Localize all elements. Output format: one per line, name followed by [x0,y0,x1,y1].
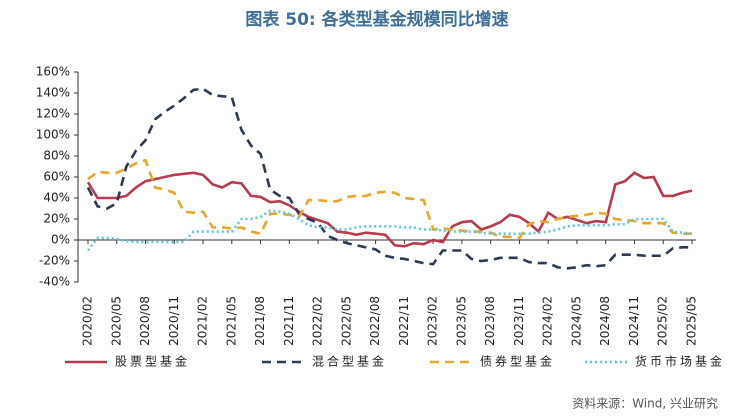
x-tick-label: 2020/08 [138,296,152,346]
x-tick-label: 2021/02 [196,296,210,346]
series-line [86,209,693,252]
series-line [87,158,692,240]
series-line [86,171,693,248]
y-tick-label: 120% [36,107,70,121]
y-tick-label: 60% [43,170,70,184]
x-tick-label: 2022/02 [311,296,325,346]
x-tick-label: 2024/08 [598,296,612,346]
series-line [86,87,692,270]
x-tick-label: 2021/11 [282,296,296,346]
x-tick-label: 2020/02 [81,296,95,346]
y-tick-label: -40% [39,275,70,289]
chart-title: 图表 50: 各类型基金规模同比增速 [245,9,508,30]
x-tick-label: 2023/11 [512,296,526,346]
source: 资料来源：Wind, 兴业研究 [572,396,718,411]
x-tick-label: 2025/02 [656,296,670,346]
x-tick-label: 2022/05 [339,296,353,346]
y-tick-label: 20% [43,212,70,226]
x-tick-label: 2024/05 [569,296,583,346]
x-tick-label: 2020/05 [109,296,123,346]
x-tick-label: 2021/05 [224,296,238,346]
y-tick-label: -20% [39,254,70,268]
x-tick-label: 2020/11 [167,296,181,346]
y-tick-label: 80% [43,149,70,163]
x-tick-label: 2024/02 [541,296,555,346]
x-tick-label: 2023/02 [426,296,440,346]
y-tick-label: 140% [36,86,70,100]
legend-label: 混合型基金 [312,354,387,369]
legend-label: 债券型基金 [480,354,555,369]
x-tick-label: 2022/11 [397,296,411,346]
y-tick-label: 160% [36,65,70,79]
legend-label: 货币市场基金 [635,354,725,369]
x-tick-label: 2024/11 [627,296,641,346]
legend-label: 股票型基金 [115,354,190,369]
x-tick-label: 2025/05 [685,296,699,346]
x-tick-label: 2023/08 [483,296,497,346]
x-tick-label: 2022/08 [368,296,382,346]
y-tick-label: 40% [43,191,70,205]
x-tick-label: 2023/05 [454,296,468,346]
y-tick-label: 0% [51,233,70,247]
y-tick-label: 100% [36,128,70,142]
x-tick-label: 2021/08 [253,296,267,346]
